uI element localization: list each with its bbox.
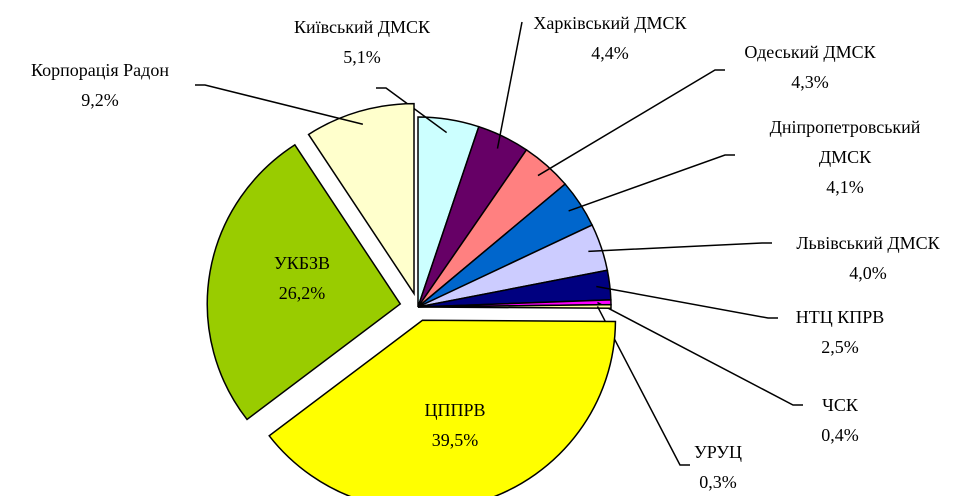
category-label: УКБЗВ	[273, 253, 331, 273]
pie-slice	[268, 319, 617, 496]
pie-slice	[417, 303, 612, 309]
category-label: Дніпропетровський ДМСК	[769, 117, 921, 167]
value-label: 9,2%	[81, 90, 119, 110]
category-label: Корпорація Радон	[31, 60, 169, 80]
leader-line	[376, 87, 448, 134]
category-label: Київський ДМСК	[293, 17, 431, 37]
pie-slice	[307, 102, 415, 297]
category-label: ЦППРВ	[424, 400, 486, 420]
value-label: 4,1%	[826, 177, 864, 197]
leader-line	[195, 84, 364, 125]
leader-line	[568, 154, 735, 212]
value-label: 4,0%	[849, 263, 887, 283]
leader-line	[496, 21, 523, 149]
leader-line	[596, 285, 778, 319]
leader-line	[597, 301, 803, 406]
category-label: Одеський ДМСК	[744, 42, 876, 62]
leader-line	[537, 69, 725, 177]
leader-line	[596, 306, 690, 466]
value-label: 4,3%	[791, 72, 829, 92]
category-label: ЧСК	[822, 395, 858, 415]
leader-line	[588, 242, 772, 253]
value-label: 39,5%	[431, 430, 479, 450]
value-label: 0,4%	[821, 425, 859, 445]
value-label: 2,5%	[821, 337, 859, 357]
pie-slice	[206, 143, 402, 421]
category-label: НТЦ КПРВ	[795, 307, 885, 327]
value-label: 4,4%	[591, 43, 629, 63]
category-label: Харківський ДМСК	[533, 13, 687, 33]
category-label: УРУЦ	[693, 442, 743, 462]
category-label: Львівський ДМСК	[796, 233, 940, 253]
value-label: 5,1%	[343, 47, 381, 67]
value-label: 0,3%	[699, 472, 737, 492]
value-label: 26,2%	[278, 283, 326, 303]
